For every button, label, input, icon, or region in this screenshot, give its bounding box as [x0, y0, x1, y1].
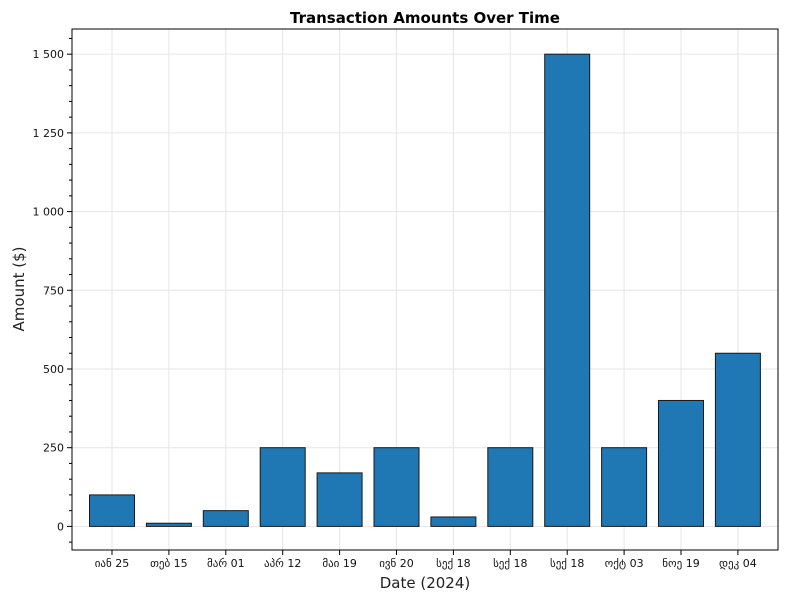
bar — [202, 510, 249, 527]
bar — [487, 447, 534, 527]
y-axis-label: Amount ($) — [10, 247, 28, 332]
bar — [145, 522, 192, 527]
bar — [430, 516, 477, 527]
x-tick-label: ნოე 19 — [662, 557, 699, 570]
y-axis: 0 250 500 750 1 000 1 250 1 500 — [33, 37, 72, 543]
bar — [373, 447, 420, 527]
x-tick-label: სექ 18 — [436, 557, 470, 570]
y-tick-label: 1 250 — [33, 127, 65, 140]
grid-layer — [72, 29, 778, 550]
bar — [601, 447, 648, 527]
x-tick-label: დეკ 04 — [719, 557, 757, 570]
y-tick-label: 1 000 — [33, 206, 65, 219]
x-tick-label: იან 25 — [95, 557, 130, 570]
bar — [714, 352, 761, 527]
x-tick-label: მაი 19 — [322, 557, 357, 570]
plot-frame — [71, 28, 779, 551]
bar — [316, 472, 363, 527]
x-tick-label: ივნ 20 — [379, 557, 414, 570]
chart-title: Transaction Amounts Over Time — [290, 9, 560, 27]
x-tick-label: თებ 15 — [150, 557, 188, 570]
x-axis: იან 25 თებ 15 მარ 01 აპრ 12 მაი 19 ივნ 20 სექ … — [95, 550, 757, 570]
x-tick-label: სექ 18 — [493, 557, 527, 570]
y-tick-label: 0 — [57, 520, 64, 533]
x-tick-label: აპრ 12 — [264, 557, 301, 570]
y-tick-label: 750 — [43, 284, 64, 297]
bar — [89, 494, 135, 527]
x-axis-label: Date (2024) — [380, 574, 471, 592]
bar — [544, 53, 591, 527]
y-tick-label: 500 — [43, 363, 64, 376]
bar — [658, 399, 704, 527]
x-tick-label: სექ 18 — [550, 557, 584, 570]
x-tick-label: მარ 01 — [207, 557, 245, 570]
bars-layer — [89, 53, 761, 527]
y-tick-label: 250 — [43, 442, 64, 455]
y-tick-label: 1 500 — [33, 48, 65, 61]
x-tick-label: ოქტ 03 — [605, 557, 644, 570]
bar — [259, 447, 306, 527]
